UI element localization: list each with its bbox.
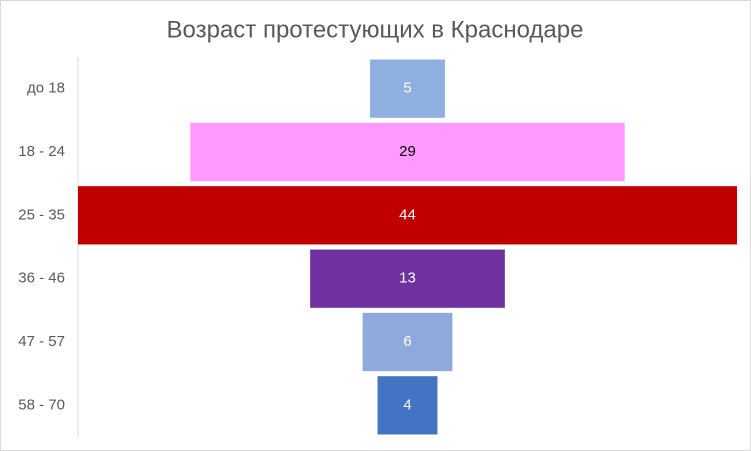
category-label: 58 - 70 <box>18 396 65 413</box>
data-label: 29 <box>399 143 416 160</box>
category-label: 25 - 35 <box>18 206 65 223</box>
data-label: 5 <box>403 80 411 97</box>
funnel-bar <box>78 186 737 245</box>
category-label: 47 - 57 <box>18 333 65 350</box>
category-label: до 18 <box>27 80 65 97</box>
data-label: 44 <box>399 206 416 223</box>
funnel-bar <box>190 122 625 182</box>
category-label: 36 - 46 <box>18 270 65 287</box>
chart-title: Возраст протестующих в Краснодаре <box>167 16 584 43</box>
data-label: 13 <box>399 270 416 287</box>
category-label: 18 - 24 <box>18 143 65 160</box>
funnel-bar <box>377 376 438 435</box>
funnel-bar <box>310 249 505 308</box>
funnel-bar <box>370 59 445 118</box>
funnel-bar <box>362 312 453 372</box>
data-label: 4 <box>403 396 411 413</box>
data-label: 6 <box>403 333 411 350</box>
